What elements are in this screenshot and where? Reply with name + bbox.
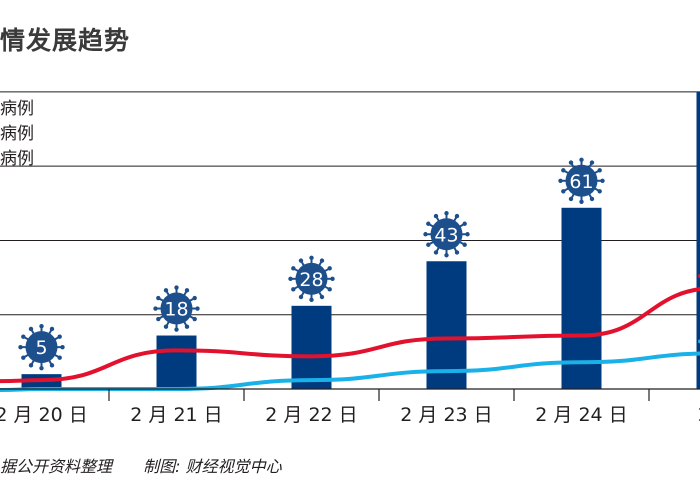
bubble-spike-tip bbox=[426, 242, 431, 247]
legend-item-1: 病例 bbox=[0, 99, 34, 119]
bar-value-label: 5 bbox=[35, 337, 47, 359]
bubble-spike-tip bbox=[18, 344, 23, 350]
bar-value-label: 61 bbox=[569, 171, 593, 193]
bubble-spike-tip bbox=[558, 178, 563, 183]
bubble-spike-tip bbox=[568, 196, 574, 202]
bubble-spike-tip bbox=[153, 306, 158, 311]
bubble-body bbox=[25, 331, 58, 364]
bubble-spike-tip bbox=[288, 276, 293, 282]
bubble-spike-tip bbox=[28, 326, 34, 332]
legend-item-3: 病例 bbox=[0, 149, 34, 169]
bubble-spike-tip bbox=[462, 242, 467, 247]
bubble-spike-tip bbox=[21, 334, 26, 339]
bubble-body bbox=[430, 218, 463, 251]
bubble-spike-tip bbox=[163, 288, 169, 293]
bubble-spike-tip bbox=[433, 213, 439, 219]
bar bbox=[561, 207, 602, 389]
bubble-spike-tip bbox=[195, 306, 200, 311]
bubble-spike-tip bbox=[192, 316, 197, 322]
bubble-spike-tip bbox=[327, 266, 332, 271]
x-tick-label: 2 月 23 日 bbox=[400, 404, 492, 426]
bubble-spike-tip bbox=[465, 232, 470, 237]
bubble-spike-tip bbox=[426, 221, 431, 226]
x-tick-label: 2 月 20 日 bbox=[0, 404, 88, 426]
bubble-spike-tip bbox=[39, 365, 44, 371]
bubble-body bbox=[295, 262, 328, 295]
bubble-spike-tip bbox=[444, 211, 449, 216]
legend: 病例 病例 病例 bbox=[0, 97, 34, 172]
bar bbox=[696, 91, 700, 389]
bubble-spike-tip bbox=[579, 199, 584, 204]
bubble-spike-tip bbox=[28, 363, 34, 368]
bubble-spike-tip bbox=[561, 168, 566, 173]
bubble-spike-tip bbox=[423, 232, 428, 237]
footer: 据公开资料整理 制图: 财经视觉中心 bbox=[0, 453, 308, 477]
bar bbox=[291, 305, 332, 389]
series-line-red bbox=[0, 273, 700, 384]
bubble-spike-tip bbox=[589, 196, 595, 202]
bubble-spike-tip bbox=[174, 327, 179, 332]
credit-note: 制图: 财经视觉中心 bbox=[143, 457, 282, 476]
bubble-spike-tip bbox=[21, 355, 26, 360]
bubble-spike-tip bbox=[330, 276, 335, 282]
bar-label-bubble: 61 bbox=[558, 157, 605, 204]
bubble-spike-tip bbox=[49, 363, 55, 368]
bubble-spike-tip bbox=[579, 157, 584, 162]
bubble-spike-tip bbox=[57, 355, 62, 360]
bubble-spike-tip bbox=[597, 168, 602, 173]
x-tick-label: 2 月 22 日 bbox=[265, 404, 357, 426]
bubble-spike-tip bbox=[174, 285, 179, 290]
chart-title: 情发展趋势 bbox=[0, 26, 131, 55]
bar-label-bubble: 43 bbox=[423, 211, 470, 258]
bubble-spike-tip bbox=[327, 287, 332, 292]
bubble-body bbox=[565, 164, 598, 197]
bubble-spike-tip bbox=[433, 250, 439, 255]
x-tick-label: 2 月 24 日 bbox=[535, 404, 627, 426]
bubble-spike-tip bbox=[192, 295, 197, 301]
bar-label-bubble: 28 bbox=[288, 255, 335, 303]
bar-value-label: 43 bbox=[434, 224, 458, 246]
bar-label-bubble: 5 bbox=[18, 323, 65, 371]
bubble-spike-tip bbox=[319, 258, 325, 263]
bubble-spike-tip bbox=[39, 323, 44, 329]
bubble-body bbox=[160, 292, 193, 325]
bubble-spike-tip bbox=[291, 266, 296, 271]
bubble-spike-tip bbox=[184, 288, 190, 293]
bubble-spike-tip bbox=[309, 297, 314, 303]
bubble-spike-tip bbox=[298, 294, 304, 300]
bubble-spike-tip bbox=[454, 213, 460, 219]
bubble-spike-tip bbox=[156, 295, 161, 301]
bubble-spike-tip bbox=[600, 178, 605, 183]
bubble-spike-tip bbox=[309, 255, 314, 261]
bubble-spike-tip bbox=[49, 326, 55, 332]
x-tick-label: 2 月 bbox=[698, 404, 700, 426]
x-tick-label: 2 月 21 日 bbox=[130, 404, 222, 426]
bubble-spike-tip bbox=[319, 294, 325, 300]
bar-label-bubble: 18 bbox=[153, 285, 200, 332]
bubble-spike-tip bbox=[60, 344, 65, 350]
bubble-spike-tip bbox=[462, 221, 467, 226]
chart: 5 18 28 43 61 2 月 20 日 2 月 21 日 2 月 22 日 2 月 23… bbox=[0, 91, 700, 426]
bar-value-label: 18 bbox=[164, 299, 188, 321]
bubble-spike-tip bbox=[444, 253, 449, 258]
bubble-spike-tip bbox=[156, 316, 161, 322]
source-note: 据公开资料整理 bbox=[0, 457, 113, 476]
bubble-spike-tip bbox=[597, 189, 602, 194]
bubble-spike-tip bbox=[163, 324, 169, 329]
bubble-spike-tip bbox=[184, 324, 190, 329]
bar bbox=[426, 261, 467, 389]
bar-value-label: 28 bbox=[299, 269, 323, 291]
bubble-spike-tip bbox=[298, 258, 304, 263]
bubble-spike-tip bbox=[568, 160, 574, 165]
bubble-spike-tip bbox=[589, 160, 595, 165]
bar bbox=[156, 335, 197, 389]
bubble-spike-tip bbox=[57, 334, 62, 339]
bubble-spike-tip bbox=[561, 189, 566, 194]
legend-item-2: 病例 bbox=[0, 124, 34, 144]
bubble-spike-tip bbox=[291, 287, 296, 292]
bubble-spike-tip bbox=[454, 250, 460, 255]
